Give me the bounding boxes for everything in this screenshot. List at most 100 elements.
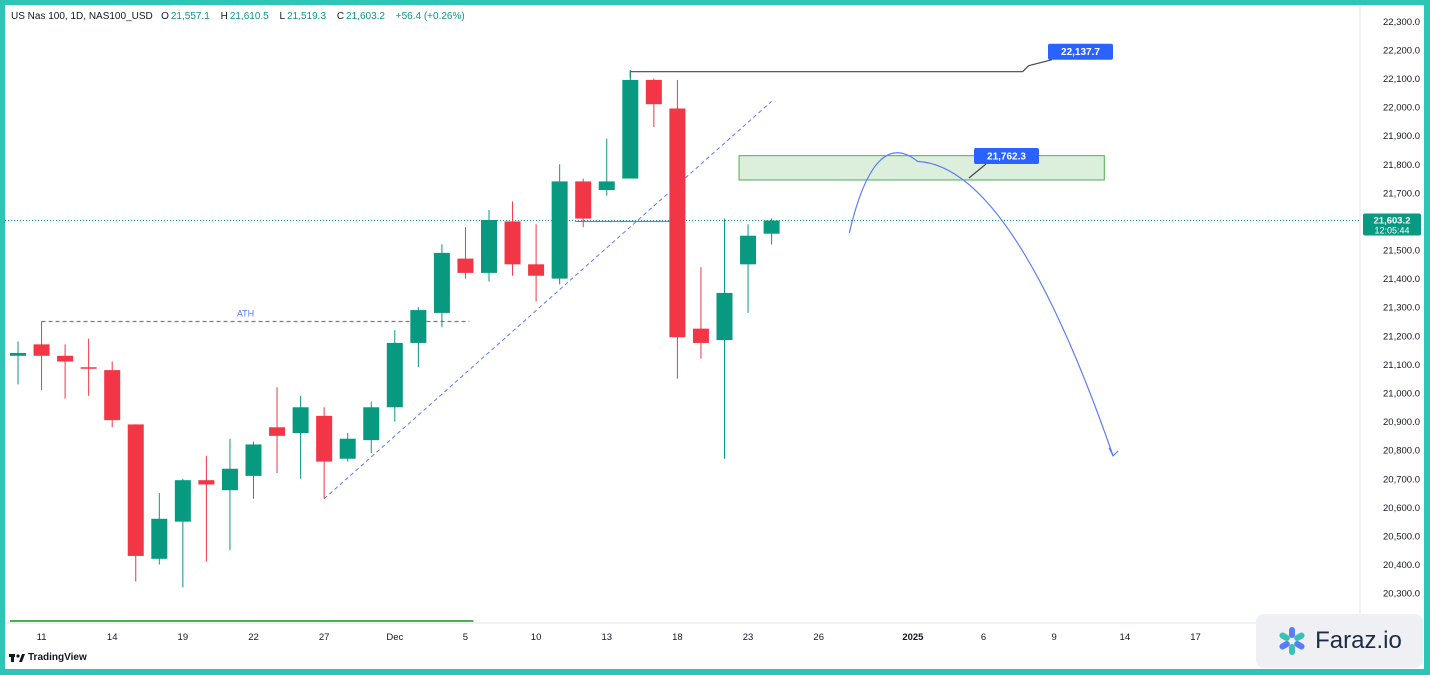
candle-body xyxy=(316,415,333,462)
candle-body xyxy=(339,438,356,459)
candle-body xyxy=(692,328,709,343)
chart-legend: US Nas 100, 1D, NAS100_USD O 21,557.1 H 21… xyxy=(11,11,465,22)
projection-arrowhead xyxy=(1108,447,1119,457)
time-tick-label: 10 xyxy=(531,632,542,643)
legend-low: 21,519.3 xyxy=(287,11,327,22)
time-tick-label: 19 xyxy=(178,632,189,643)
time-tick-label: 22 xyxy=(248,632,259,643)
price-tick-label: 22,300.0 xyxy=(1383,17,1420,28)
candle-body xyxy=(292,407,309,434)
legend-open: 21,557.1 xyxy=(170,11,210,22)
time-tick-label: 13 xyxy=(601,632,612,643)
high-price-tag-label: 22,137.7 xyxy=(1061,47,1100,58)
tradingview-watermark[interactable]: TradingView xyxy=(9,652,87,663)
time-tick-label: 26 xyxy=(813,632,824,643)
candle-body xyxy=(33,344,50,356)
ath-label: ATH xyxy=(237,309,254,319)
zone-price-tag-label: 21,762.3 xyxy=(987,152,1026,163)
candle-body xyxy=(410,310,427,343)
price-tick-label: 21,400.0 xyxy=(1383,274,1420,285)
candle-body xyxy=(221,468,238,491)
candle-body xyxy=(174,480,191,522)
faraz-text: Faraz.io xyxy=(1315,627,1402,654)
candle-body xyxy=(716,292,733,341)
price-tick-label: 20,300.0 xyxy=(1383,589,1420,600)
zone-price-tag xyxy=(974,148,1039,164)
zone-tag-connector xyxy=(968,163,987,179)
time-tick-label: Dec xyxy=(386,632,403,643)
candlestick-chart[interactable]: 20,200.020,300.020,400.020,500.020,600.0… xyxy=(5,5,1424,669)
price-tick-label: 21,000.0 xyxy=(1383,388,1420,399)
price-tick-label: 21,200.0 xyxy=(1383,331,1420,342)
time-tick-label: 18 xyxy=(672,632,683,643)
legend-high: 21,610.5 xyxy=(229,11,269,22)
time-tick-label: 23 xyxy=(743,632,754,643)
price-tick-label: 20,800.0 xyxy=(1383,446,1420,457)
candle-body xyxy=(363,407,380,441)
faraz-badge: Faraz.io xyxy=(1256,614,1423,668)
price-tick-label: 20,700.0 xyxy=(1383,474,1420,485)
time-tick-label: 2025 xyxy=(902,632,924,643)
legend-high-label: H xyxy=(220,11,228,22)
candle-body xyxy=(245,444,262,476)
candle-body xyxy=(386,342,403,408)
legend-change: +56.4 (+0.26%) xyxy=(395,11,465,22)
time-tick-label: 17 xyxy=(1190,632,1201,643)
candle-body xyxy=(80,367,97,369)
time-tick-label: 11 xyxy=(37,632,47,643)
projection-arrow xyxy=(848,152,1114,457)
price-tick-label: 20,500.0 xyxy=(1383,531,1420,542)
legend-open-label: O xyxy=(161,11,169,22)
candle-body xyxy=(127,424,144,556)
high-line-pointer xyxy=(1022,65,1030,73)
price-tick-label: 22,200.0 xyxy=(1383,45,1420,56)
candle-body xyxy=(457,258,474,273)
price-tick-label: 21,800.0 xyxy=(1383,160,1420,171)
current-price-tag xyxy=(1363,213,1421,236)
price-tick-label: 21,500.0 xyxy=(1383,246,1420,257)
candle-body xyxy=(551,181,568,279)
resistance-zone[interactable] xyxy=(738,155,1105,181)
price-tick-label: 21,300.0 xyxy=(1383,303,1420,314)
candle-body xyxy=(528,264,545,276)
time-tick-label: 27 xyxy=(319,632,330,643)
legend-close: 21,603.2 xyxy=(346,11,385,22)
legend-symbol: US Nas 100, 1D, NAS100_USD xyxy=(11,11,153,22)
candle-body xyxy=(504,221,521,265)
candle-body xyxy=(151,518,168,559)
legend-close-label: C xyxy=(336,11,345,22)
countdown-timer: 12:05:44 xyxy=(1374,226,1409,236)
candle-body xyxy=(104,370,121,421)
candle-body xyxy=(481,220,497,273)
candle-body xyxy=(763,220,780,234)
price-tick-label: 21,700.0 xyxy=(1383,188,1420,199)
time-tick-label: 5 xyxy=(463,632,468,643)
price-tick-label: 21,100.0 xyxy=(1383,360,1420,371)
candle-body xyxy=(622,79,639,179)
candle-body xyxy=(598,181,615,190)
high-line xyxy=(629,71,1023,78)
candle-body xyxy=(645,79,662,105)
candle-body xyxy=(669,108,686,338)
candle-body xyxy=(10,352,26,356)
candle-body xyxy=(575,181,592,219)
time-tick-label: 14 xyxy=(1120,632,1131,643)
tradingview-text: TradingView xyxy=(28,652,87,663)
trendline xyxy=(323,100,772,500)
price-tick-label: 22,000.0 xyxy=(1383,103,1420,114)
price-tick-label: 20,600.0 xyxy=(1383,503,1420,514)
time-tick-label: 6 xyxy=(981,632,986,643)
legend-low-label: L xyxy=(279,11,286,22)
price-tick-label: 20,400.0 xyxy=(1383,560,1420,571)
tradingview-logo-icon xyxy=(9,653,25,662)
high-price-tag xyxy=(1048,43,1113,60)
faraz-logo-icon xyxy=(1279,627,1305,655)
time-tick-label: 9 xyxy=(1052,632,1057,643)
chart-window: 20,200.020,300.020,400.020,500.020,600.0… xyxy=(5,5,1424,669)
price-tick-label: 21,900.0 xyxy=(1383,131,1420,142)
high-tag-connector xyxy=(1028,59,1053,67)
candle-body xyxy=(198,480,215,485)
current-price-value: 21,603.2 xyxy=(1374,216,1411,227)
candle-body xyxy=(269,427,286,436)
candle-body xyxy=(433,252,450,313)
